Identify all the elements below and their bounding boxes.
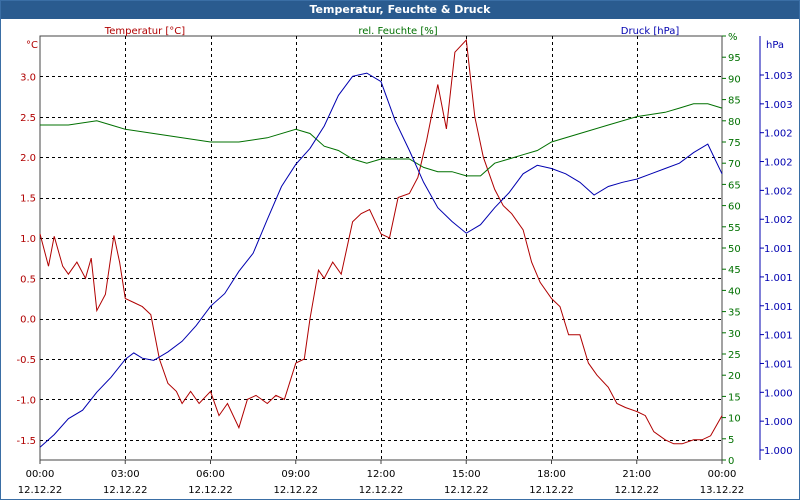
x-tick-date-label: 12.12.22 [444, 485, 489, 496]
left-tick-label: 2.5 [20, 113, 36, 124]
left-tick-label: 1.0 [20, 234, 36, 245]
right-tick-label: 1.001 [764, 244, 793, 255]
left-tick-label: 2.0 [20, 153, 36, 164]
mid-tick-label: 80 [728, 117, 741, 128]
left-tick-label: 0.0 [20, 315, 36, 326]
mid-tick-label: 75 [728, 138, 741, 149]
x-tick-time-label: 00:00 [26, 469, 55, 480]
left-tick-label: -0.5 [16, 355, 36, 366]
mid-tick-label: 0 [728, 456, 734, 467]
mid-tick-label: 50 [728, 244, 741, 255]
x-tick-time-label: 15:00 [452, 469, 481, 480]
mid-axis-label: rel. Feuchte [%] [358, 26, 437, 37]
mid-tick-label: 60 [728, 202, 741, 213]
mid-tick-label: % [728, 32, 738, 43]
left-axis-label: Temperatur [°C] [104, 26, 185, 37]
x-tick-date-label: 12.12.22 [529, 485, 574, 496]
right-tick-label: 1.001 [764, 302, 793, 313]
left-tick-label: -1.0 [16, 395, 36, 406]
left-tick-label: 1.5 [20, 194, 36, 205]
gridlines [40, 36, 722, 460]
left-tick-label: 0.5 [20, 274, 36, 285]
x-tick-time-label: 21:00 [622, 469, 651, 480]
mid-tick-label: 40 [728, 286, 741, 297]
x-tick-date-label: 12.12.22 [273, 485, 318, 496]
right-tick-label: 1.002 [764, 186, 793, 197]
right-tick-label: 1.003 [764, 71, 793, 82]
mid-tick-label: 90 [728, 74, 741, 85]
mid-tick-label: 35 [728, 308, 741, 319]
x-tick-time-label: 06:00 [196, 469, 225, 480]
mid-tick-label: 10 [728, 414, 741, 425]
right-tick-label: 1.003 [764, 100, 793, 111]
right-tick-label: 1.002 [764, 158, 793, 169]
right-tick-label: 1.002 [764, 129, 793, 140]
right-axis-unit: hPa [766, 40, 784, 51]
right-tick-label: 1.001 [764, 359, 793, 370]
mid-tick-label: 30 [728, 329, 741, 340]
x-tick-date-label: 13.12.22 [700, 485, 745, 496]
left-tick-label: -1.5 [16, 436, 36, 447]
mid-tick-label: 85 [728, 96, 741, 107]
mid-tick-label: 95 [728, 53, 741, 64]
right-tick-label: 1.000 [764, 446, 793, 457]
mid-tick-label: 20 [728, 371, 741, 382]
mid-tick-label: 55 [728, 223, 741, 234]
x-tick-date-label: 12.12.22 [188, 485, 233, 496]
mid-tick-label: 25 [728, 350, 741, 361]
x-tick-time-label: 03:00 [111, 469, 140, 480]
x-tick-date-label: 12.12.22 [103, 485, 148, 496]
humidity-line [40, 103, 723, 177]
x-tick-time-label: 09:00 [281, 469, 310, 480]
x-tick-date-label: 12.12.22 [359, 485, 404, 496]
right-tick-label: 1.001 [764, 273, 793, 284]
x-tick-date-label: 12.12.22 [18, 485, 63, 496]
mid-tick-label: 65 [728, 180, 741, 191]
x-tick-time-label: 18:00 [537, 469, 566, 480]
right-tick-label: 1.000 [764, 388, 793, 399]
right-tick-label: 1.001 [764, 331, 793, 342]
pressure-line [39, 72, 723, 448]
chart-title: Temperatur, Feuchte & Druck [1, 1, 799, 19]
x-tick-date-label: 12.12.22 [614, 485, 659, 496]
mid-tick-label: 15 [728, 392, 741, 403]
mid-tick-label: 45 [728, 265, 741, 276]
temperature-line [39, 38, 723, 445]
left-axis-unit: °C [26, 40, 38, 51]
right-axis-label: Druck [hPa] [621, 26, 680, 37]
left-tick-label: 3.0 [20, 72, 36, 83]
mid-tick-label: 5 [728, 435, 734, 446]
right-tick-label: 1.000 [764, 417, 793, 428]
mid-tick-label: 70 [728, 159, 741, 170]
x-tick-time-label: 12:00 [367, 469, 396, 480]
x-tick-time-label: 00:00 [708, 469, 737, 480]
right-tick-label: 1.002 [764, 215, 793, 226]
